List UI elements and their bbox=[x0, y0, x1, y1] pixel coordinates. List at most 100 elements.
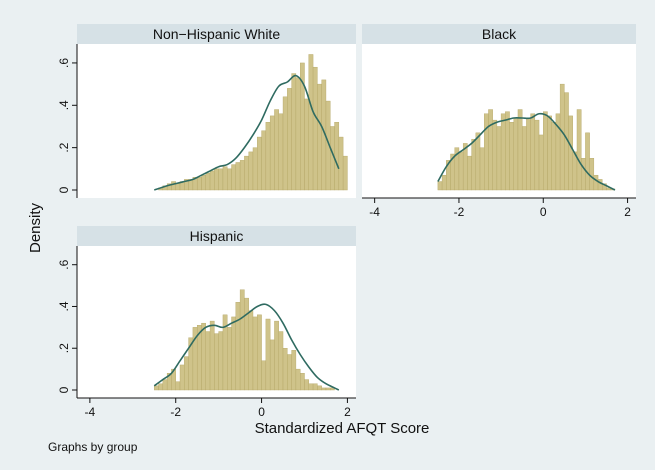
x-tick-label-hisp: -2 bbox=[170, 405, 181, 419]
density-line-hisp bbox=[153, 303, 340, 391]
bar-black bbox=[462, 143, 468, 191]
bar-hisp bbox=[179, 364, 185, 391]
bar-hisp bbox=[278, 331, 284, 391]
bar-black bbox=[437, 181, 443, 191]
bar-nhw bbox=[209, 170, 215, 191]
bar-black bbox=[505, 111, 510, 191]
bar-hisp bbox=[252, 316, 258, 391]
bar-hisp bbox=[244, 297, 249, 391]
bar-black bbox=[509, 122, 514, 191]
bar-nhw bbox=[282, 96, 288, 191]
density-line-nhw bbox=[154, 74, 340, 191]
bar-black bbox=[488, 109, 493, 191]
bar-hisp bbox=[308, 383, 314, 391]
bar-black bbox=[492, 119, 498, 191]
bar-hisp bbox=[287, 354, 292, 391]
bar-nhw bbox=[201, 174, 206, 191]
bar-hisp bbox=[282, 348, 288, 391]
bar-nhw bbox=[304, 98, 309, 191]
bar-black bbox=[467, 155, 472, 191]
bar-nhw bbox=[214, 168, 219, 191]
bar-black bbox=[479, 147, 485, 191]
x-tick-label-black: -4 bbox=[369, 205, 380, 219]
bar-black bbox=[538, 134, 544, 191]
bar-black bbox=[496, 126, 502, 191]
x-tick-label-hisp: 2 bbox=[344, 405, 351, 419]
y-tick-label-hisp: .6 bbox=[57, 259, 71, 269]
bar-nhw bbox=[235, 162, 241, 191]
panel-header-nhw bbox=[77, 24, 356, 44]
bar-hisp bbox=[257, 314, 262, 391]
y-axis-title: Density bbox=[27, 202, 44, 253]
bar-nhw bbox=[295, 77, 301, 191]
bar-black bbox=[534, 119, 540, 191]
bar-black bbox=[581, 158, 586, 191]
bar-hisp bbox=[154, 385, 159, 391]
bar-hisp bbox=[295, 368, 301, 391]
bar-nhw bbox=[257, 136, 262, 191]
bar-nhw bbox=[291, 73, 297, 191]
bar-nhw bbox=[222, 166, 228, 191]
bar-nhw bbox=[287, 88, 292, 191]
bar-black bbox=[559, 83, 565, 191]
y-tick-label-hisp: .4 bbox=[57, 301, 71, 311]
x-tick-label-hisp: -4 bbox=[85, 405, 96, 419]
bar-nhw bbox=[265, 122, 271, 191]
bar-hisp bbox=[158, 383, 164, 391]
bar-nhw bbox=[278, 113, 284, 191]
bar-nhw bbox=[334, 122, 340, 191]
x-tick-label-black: 2 bbox=[624, 205, 631, 219]
bar-hisp bbox=[321, 387, 327, 391]
density-line-black bbox=[437, 112, 616, 191]
bar-hisp bbox=[312, 383, 318, 391]
bar-hisp bbox=[265, 318, 271, 391]
bar-hisp bbox=[317, 385, 322, 391]
bar-black bbox=[551, 122, 557, 191]
panel-header-hisp bbox=[77, 226, 356, 246]
bar-hisp bbox=[248, 310, 254, 391]
bar-hisp bbox=[209, 320, 215, 391]
bar-hisp bbox=[162, 379, 168, 391]
bar-nhw bbox=[227, 168, 232, 191]
bar-hisp bbox=[205, 331, 211, 391]
bar-nhw bbox=[269, 115, 275, 191]
bar-hisp bbox=[175, 381, 181, 391]
y-tick-label-hisp: .2 bbox=[57, 343, 71, 353]
bar-black bbox=[576, 109, 582, 191]
x-axis-title: Standardized AFQT Score bbox=[255, 420, 430, 437]
panel-header-black bbox=[362, 24, 636, 44]
bar-nhw bbox=[308, 54, 314, 191]
bar-hisp bbox=[269, 339, 275, 391]
bar-hisp bbox=[261, 360, 267, 391]
bar-nhw bbox=[175, 183, 181, 191]
bar-hisp bbox=[171, 368, 176, 391]
y-tick-label-nhw: .4 bbox=[57, 100, 71, 110]
bar-black bbox=[513, 117, 519, 191]
bar-black bbox=[593, 174, 599, 191]
x-tick-label-hisp: 0 bbox=[258, 405, 265, 419]
bar-black bbox=[530, 113, 536, 191]
bar-nhw bbox=[317, 83, 322, 191]
bar-black bbox=[543, 111, 548, 191]
bar-hisp bbox=[218, 331, 224, 391]
bar-black bbox=[458, 151, 464, 191]
panel-title-nhw: Non−Hispanic White bbox=[153, 26, 280, 42]
bar-nhw bbox=[196, 177, 202, 191]
x-tick-label-black: 0 bbox=[540, 205, 547, 219]
bar-nhw bbox=[218, 168, 224, 191]
y-tick-label-nhw: .6 bbox=[57, 58, 71, 68]
bar-hisp bbox=[291, 350, 297, 391]
bar-hisp bbox=[231, 316, 237, 391]
bar-hisp bbox=[214, 333, 219, 391]
bar-black bbox=[441, 174, 447, 191]
bar-hisp bbox=[239, 289, 245, 391]
x-tick-label-black: -2 bbox=[454, 205, 465, 219]
bar-hisp bbox=[325, 387, 331, 391]
bar-nhw bbox=[231, 164, 237, 191]
bar-hisp bbox=[304, 379, 309, 391]
bar-nhw bbox=[248, 151, 254, 191]
panel-title-black: Black bbox=[482, 26, 517, 42]
bar-black bbox=[585, 132, 590, 191]
